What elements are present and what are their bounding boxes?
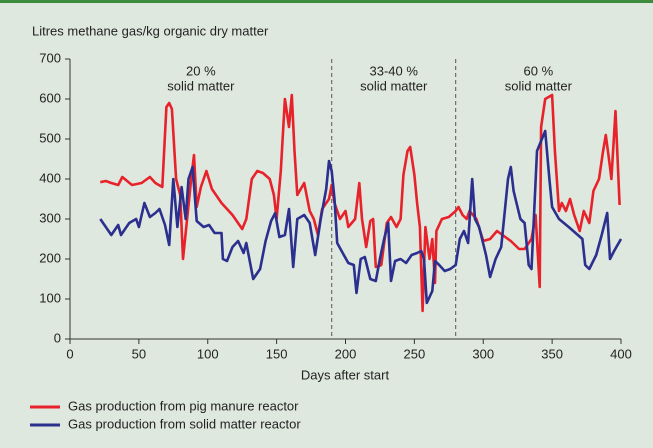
x-axis-label: Days after start [301, 367, 390, 382]
x-tick-label: 300 [472, 346, 494, 361]
legend-label: Gas production from pig manure reactor [68, 398, 299, 413]
x-tick-label: 150 [266, 346, 288, 361]
y-tick-label: 500 [39, 130, 61, 145]
y-tick-label: 300 [39, 210, 61, 225]
region-label: solid matter [360, 78, 428, 93]
legend-label: Gas production from solid matter reactor [68, 416, 301, 431]
y-tick-label: 700 [39, 50, 61, 65]
y-axis-label: Litres methane gas/kg organic dry matter [32, 23, 269, 38]
region-label: 33-40 % [370, 63, 419, 78]
region-label: solid matter [505, 78, 573, 93]
x-tick-label: 350 [541, 346, 563, 361]
top-border [0, 0, 653, 3]
y-tick-label: 600 [39, 90, 61, 105]
y-tick-label: 0 [54, 330, 61, 345]
y-tick-label: 400 [39, 170, 61, 185]
x-tick-label: 250 [404, 346, 426, 361]
region-label: 20 % [186, 63, 216, 78]
series-line [99, 129, 623, 305]
region-label: solid matter [167, 78, 235, 93]
y-tick-label: 200 [39, 250, 61, 265]
x-tick-label: 50 [132, 346, 146, 361]
x-tick-label: 400 [610, 346, 632, 361]
region-label: 60 % [524, 63, 554, 78]
x-tick-label: 0 [66, 346, 73, 361]
y-tick-label: 100 [39, 290, 61, 305]
series-line [100, 93, 621, 313]
x-tick-label: 200 [335, 346, 357, 361]
x-tick-label: 100 [197, 346, 219, 361]
